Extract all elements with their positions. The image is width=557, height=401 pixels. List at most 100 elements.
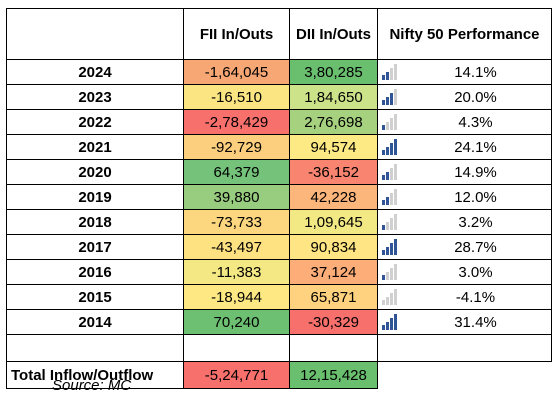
dii-cell[interactable]: 1,09,645 (289, 209, 378, 235)
source-note: Source: MC (52, 377, 132, 394)
empty-cell[interactable] (183, 334, 290, 362)
signal-bar (394, 314, 397, 330)
year-cell[interactable]: 2018 (6, 209, 184, 235)
fii-cell[interactable]: -16,510 (183, 84, 290, 110)
dii-cell[interactable]: 65,871 (289, 284, 378, 310)
signal-bar (386, 272, 389, 280)
nifty-cell[interactable]: 12.0% (377, 184, 552, 210)
signal-bar (390, 293, 393, 305)
signal-bar (382, 100, 385, 105)
year-cell[interactable]: 2019 (6, 184, 184, 210)
nifty-value: -4.1% (455, 288, 496, 306)
dii-cell[interactable]: 42,228 (289, 184, 378, 210)
fii-cell[interactable]: 39,880 (183, 184, 290, 210)
nifty-value: 3.0% (458, 263, 493, 281)
dii-cell[interactable]: 1,84,650 (289, 84, 378, 110)
signal-bar (394, 239, 397, 255)
year-cell[interactable]: 2022 (6, 109, 184, 135)
signal-bar (386, 247, 389, 255)
dii-cell[interactable]: -30,329 (289, 309, 378, 335)
dii-cell[interactable]: 2,76,698 (289, 109, 378, 135)
fii-cell[interactable]: -11,383 (183, 259, 290, 285)
nifty-value: 31.4% (454, 313, 497, 331)
nifty-cell[interactable]: 20.0% (377, 84, 552, 110)
year-cell[interactable]: 2014 (6, 309, 184, 335)
total-dii-cell[interactable]: 12,15,428 (289, 361, 378, 389)
header-dii[interactable]: DII In/Outs (289, 8, 378, 60)
signal-bars-icon (382, 64, 397, 80)
year-cell[interactable]: 2024 (6, 59, 184, 85)
total-label[interactable]: Total Inflow/Outflow (6, 361, 184, 389)
signal-bar (386, 222, 389, 230)
table-row: 2019 39,880 42,228 12.0% (6, 184, 552, 210)
header-nifty[interactable]: Nifty 50 Performance (377, 8, 552, 60)
nifty-cell[interactable]: 4.3% (377, 109, 552, 135)
year-cell[interactable]: 2017 (6, 234, 184, 260)
signal-bar (394, 264, 397, 280)
dii-cell[interactable]: 37,124 (289, 259, 378, 285)
nifty-value: 28.7% (454, 238, 497, 256)
dii-cell[interactable]: 90,834 (289, 234, 378, 260)
signal-bar (390, 218, 393, 230)
nifty-cell[interactable]: 3.0% (377, 259, 552, 285)
signal-bars-icon (382, 289, 397, 305)
signal-bar (386, 172, 389, 180)
fii-cell[interactable]: -43,497 (183, 234, 290, 260)
signal-bar (382, 75, 385, 80)
fii-cell[interactable]: 64,379 (183, 159, 290, 185)
nifty-cell[interactable]: 3.2% (377, 209, 552, 235)
signal-bars-icon (382, 214, 397, 230)
empty-cell[interactable] (6, 334, 184, 362)
signal-bar (386, 122, 389, 130)
table-row: 2016 -11,383 37,124 3.0% (6, 259, 552, 285)
signal-bar (382, 300, 385, 305)
signal-bar (394, 64, 397, 80)
header-year[interactable] (6, 8, 184, 60)
fii-cell[interactable]: -18,944 (183, 284, 290, 310)
year-cell[interactable]: 2015 (6, 284, 184, 310)
total-nifty-cell[interactable] (378, 362, 552, 389)
nifty-cell[interactable]: 14.9% (377, 159, 552, 185)
nifty-cell[interactable]: 14.1% (377, 59, 552, 85)
nifty-cell[interactable]: 31.4% (377, 309, 552, 335)
year-cell[interactable]: 2023 (6, 84, 184, 110)
nifty-cell[interactable]: -4.1% (377, 284, 552, 310)
table-row: 2024 -1,64,045 3,80,285 14.1% (6, 59, 552, 85)
header-row: FII In/Outs DII In/Outs Nifty 50 Perform… (6, 8, 552, 60)
fii-cell[interactable]: -73,733 (183, 209, 290, 235)
nifty-value: 20.0% (454, 88, 497, 106)
signal-bar (386, 322, 389, 330)
nifty-cell[interactable]: 28.7% (377, 234, 552, 260)
signal-bar (382, 175, 385, 180)
signal-bar (390, 268, 393, 280)
nifty-value: 3.2% (458, 213, 493, 231)
signal-bar (386, 297, 389, 305)
signal-bar (394, 189, 397, 205)
fii-cell[interactable]: 70,240 (183, 309, 290, 335)
fii-cell[interactable]: -1,64,045 (183, 59, 290, 85)
dii-cell[interactable]: 3,80,285 (289, 59, 378, 85)
dii-cell[interactable]: 94,574 (289, 134, 378, 160)
signal-bars-icon (382, 264, 397, 280)
empty-cell[interactable] (289, 334, 378, 362)
year-cell[interactable]: 2020 (6, 159, 184, 185)
year-cell[interactable]: 2021 (6, 134, 184, 160)
fii-cell[interactable]: -92,729 (183, 134, 290, 160)
header-fii[interactable]: FII In/Outs (183, 8, 290, 60)
total-fii-cell[interactable]: -5,24,771 (183, 361, 290, 389)
signal-bar (386, 72, 389, 80)
data-table-wrapper: FII In/Outs DII In/Outs Nifty 50 Perform… (6, 8, 552, 389)
signal-bar (390, 93, 393, 105)
table-row: 2023 -16,510 1,84,650 20.0% (6, 84, 552, 110)
signal-bar (390, 118, 393, 130)
nifty-cell[interactable]: 24.1% (377, 134, 552, 160)
signal-bar (394, 139, 397, 155)
year-cell[interactable]: 2016 (6, 259, 184, 285)
fii-cell[interactable]: -2,78,429 (183, 109, 290, 135)
dii-cell[interactable]: -36,152 (289, 159, 378, 185)
signal-bar (390, 143, 393, 155)
empty-cell[interactable] (377, 334, 552, 362)
signal-bar (382, 325, 385, 330)
signal-bar (394, 289, 397, 305)
table-row: 2014 70,240 -30,329 31.4% (6, 309, 552, 335)
